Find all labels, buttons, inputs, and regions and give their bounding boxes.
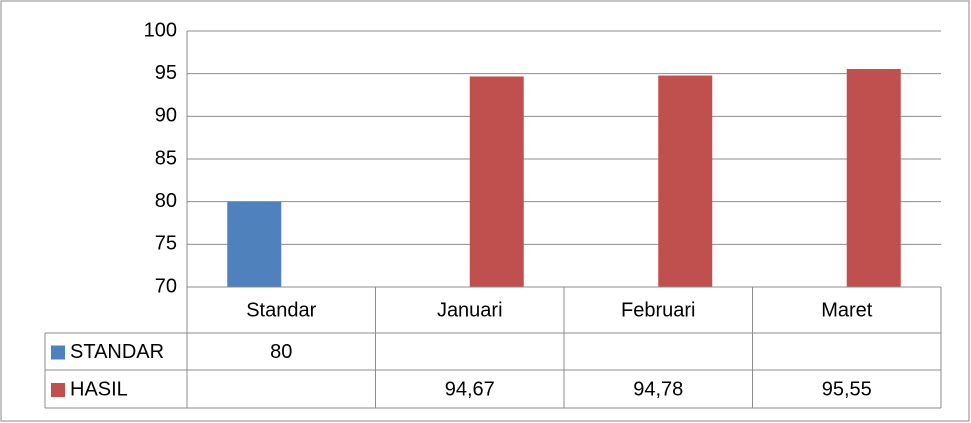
legend-label: HASIL bbox=[70, 378, 128, 400]
bar bbox=[227, 201, 282, 287]
table-value: 80 bbox=[270, 341, 292, 363]
x-tick-label: Maret bbox=[821, 299, 873, 321]
y-tick-label: 80 bbox=[155, 190, 177, 212]
legend-label: STANDAR bbox=[70, 341, 164, 363]
bar bbox=[846, 68, 901, 288]
y-tick-label: 70 bbox=[155, 275, 177, 297]
legend-swatch bbox=[51, 345, 65, 360]
y-tick-label: 95 bbox=[155, 62, 177, 84]
table-value: 94,67 bbox=[445, 378, 495, 400]
y-tick-label: 100 bbox=[144, 19, 177, 41]
table-value: 94,78 bbox=[633, 378, 683, 400]
y-tick-label: 75 bbox=[155, 233, 177, 255]
y-tick-label: 85 bbox=[155, 147, 177, 169]
bar bbox=[658, 75, 713, 287]
y-tick-label: 90 bbox=[155, 105, 177, 127]
table-value: 95,55 bbox=[822, 378, 872, 400]
legend-swatch bbox=[51, 383, 65, 397]
bar bbox=[469, 76, 524, 287]
x-tick-label: Januari bbox=[437, 299, 503, 321]
x-tick-label: Standar bbox=[246, 299, 316, 321]
x-tick-label: Februari bbox=[621, 299, 695, 321]
